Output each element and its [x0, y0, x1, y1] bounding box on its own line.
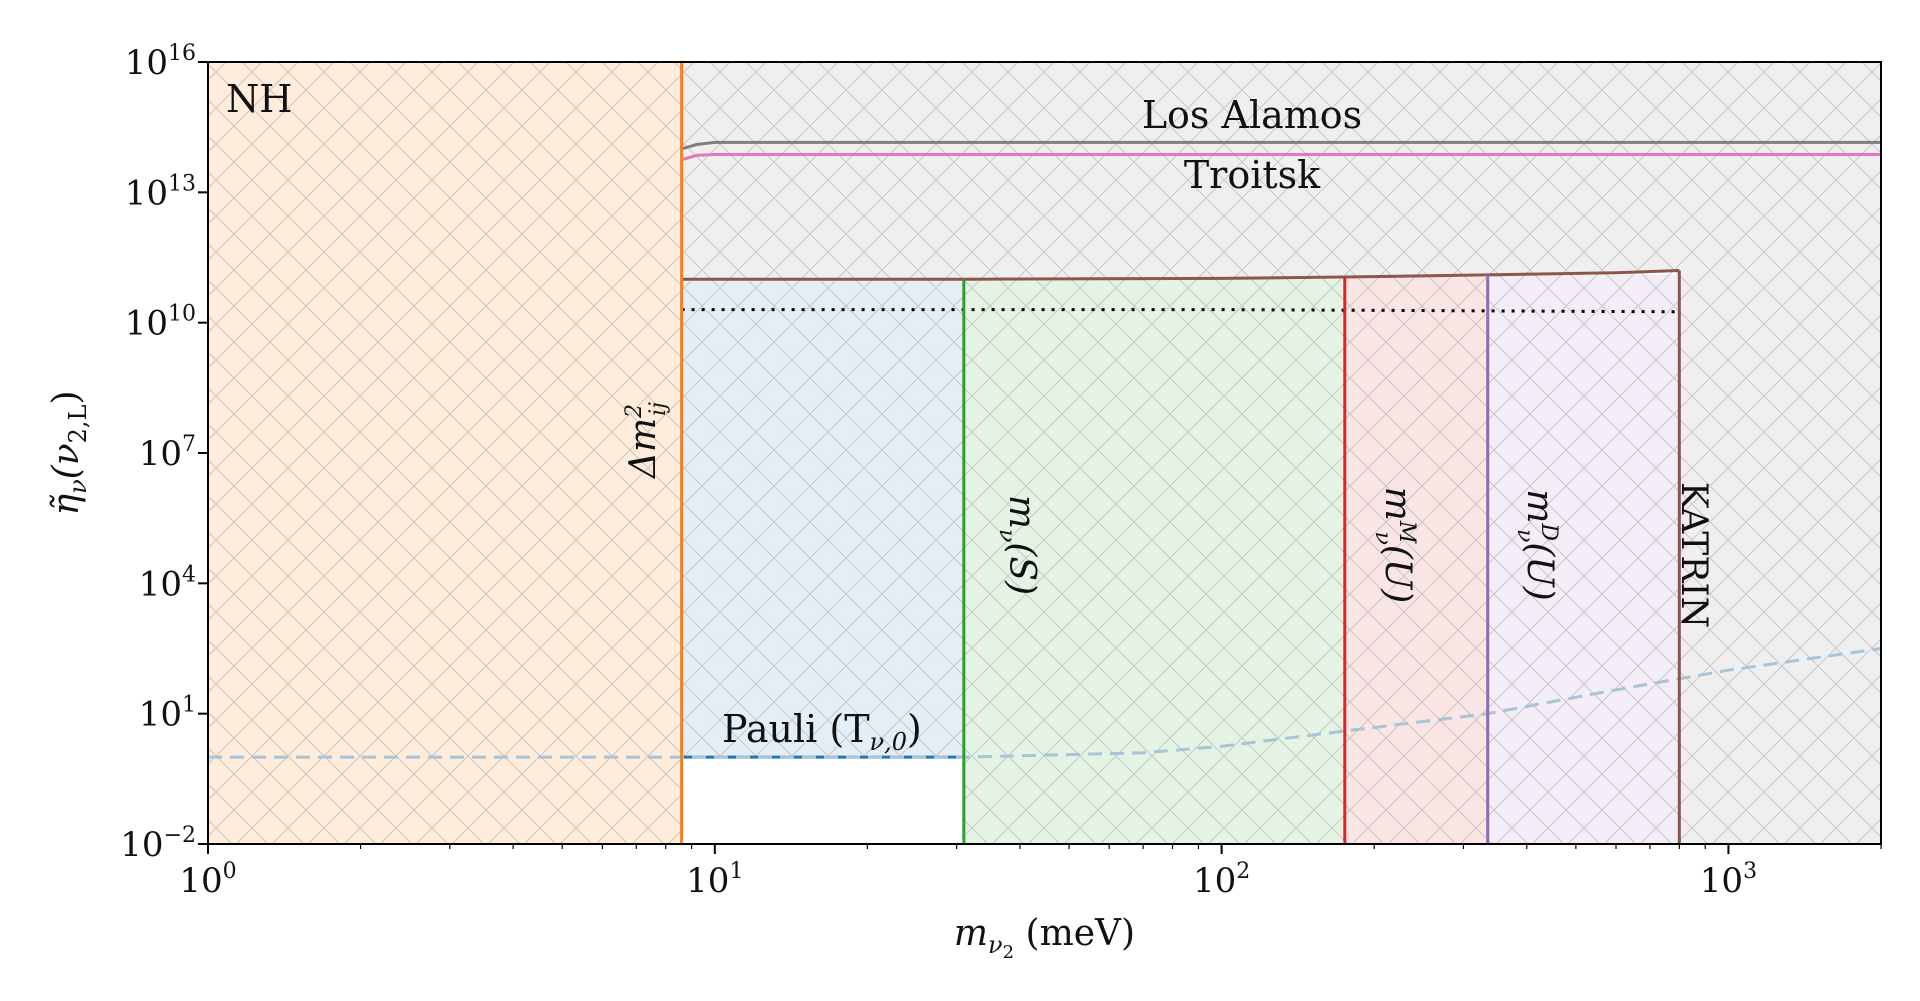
ticks: 100 101 102 103 10−2 101 104 107 1010 1013 1016: [120, 41, 1882, 901]
y-tick-label: 101: [139, 693, 196, 735]
label-katrin: KATRIN: [1673, 482, 1714, 628]
y-tick-label: 1010: [125, 302, 196, 344]
vertical-bound-lines: [680, 62, 1681, 844]
label-md: mDν(U): [1512, 489, 1561, 601]
hatch-pattern: [208, 62, 1881, 844]
y-axis-label: η̃ν(ν2,L): [46, 391, 92, 516]
label-mm: mMν(U): [1370, 487, 1419, 603]
x-axis-label: mν2 (meV): [954, 913, 1135, 963]
x-tick-label: 101: [686, 859, 743, 901]
hatch-overlay: [208, 62, 1881, 844]
label-nh: NH: [226, 77, 292, 121]
annotations: mν2 (meV) η̃ν(ν2,L) NH Los Alamos Troitsk Pau…: [46, 77, 1714, 963]
y-tick-label: 107: [139, 432, 196, 474]
x-tick-label: 100: [179, 859, 236, 901]
x-tick-label: 102: [1193, 859, 1250, 901]
x-tick-label: 103: [1700, 859, 1757, 901]
label-dm: Δm2ij: [622, 402, 671, 480]
series-los-alamos: [681, 140, 1881, 151]
label-troitsk: Troitsk: [1184, 153, 1321, 197]
series-lines: [208, 140, 1881, 759]
y-tick-label: 1013: [125, 171, 196, 213]
series-troitsk: [681, 153, 1881, 162]
y-tick-label: 10−2: [120, 823, 196, 865]
series-dotted: [681, 308, 1680, 314]
label-los_alamos: Los Alamos: [1142, 93, 1362, 137]
label-pauli: Pauli (Tν,0): [722, 707, 922, 756]
label-ms: mν(S): [994, 495, 1042, 595]
y-tick-label: 1016: [125, 41, 196, 83]
y-tick-label: 104: [139, 562, 196, 604]
series-katrin-top: [681, 269, 1680, 281]
